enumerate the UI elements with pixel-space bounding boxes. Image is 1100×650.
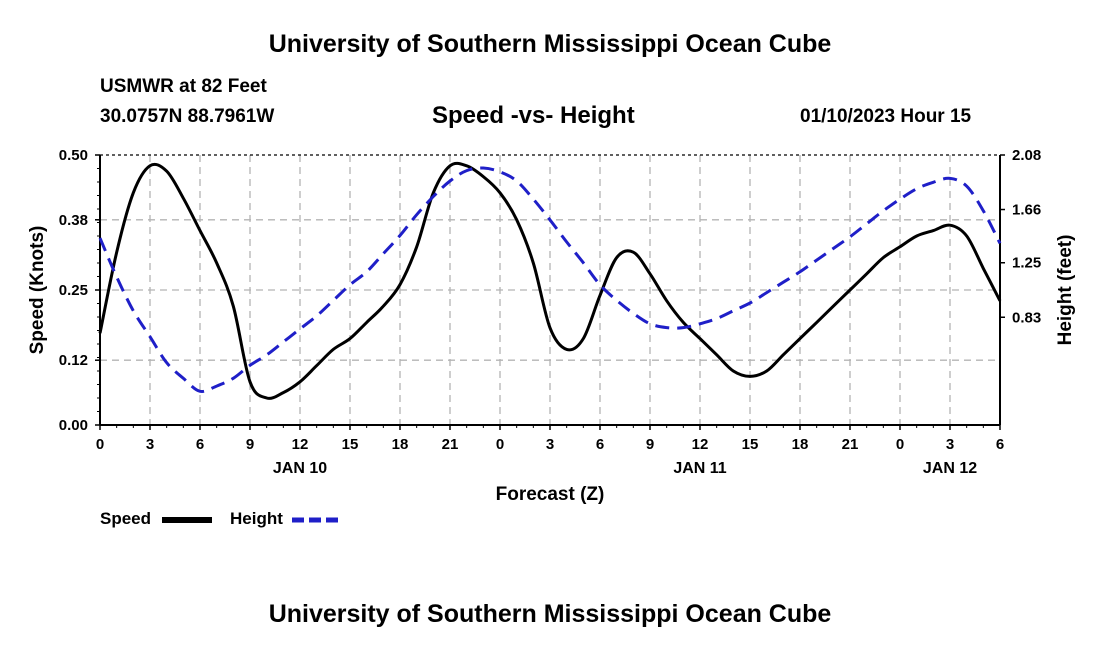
x-axis-title: Forecast (Z) bbox=[496, 484, 605, 505]
x-tick-label: 6 bbox=[596, 436, 604, 453]
station-label: USMWR at 82 Feet bbox=[100, 76, 267, 97]
x-tick-label: 3 bbox=[546, 436, 554, 453]
y2-axis-title: Height (feet) bbox=[1055, 235, 1076, 346]
x-tick-label: 3 bbox=[946, 436, 954, 453]
x-tick-label: 12 bbox=[292, 436, 309, 453]
height-series-line bbox=[98, 166, 1002, 394]
x-tick-label: 18 bbox=[792, 436, 809, 453]
y-tick-label: 0.00 bbox=[59, 417, 88, 434]
x-tick-label: 6 bbox=[996, 436, 1004, 453]
y2-tick-label: 0.83 bbox=[1012, 309, 1041, 326]
y-tick-label: 0.25 bbox=[59, 282, 88, 299]
y-axis-title: Speed (Knots) bbox=[27, 226, 48, 355]
x-day-label: JAN 11 bbox=[673, 460, 726, 477]
legend-speed-label: Speed bbox=[100, 509, 152, 528]
x-tick-label: 15 bbox=[742, 436, 759, 453]
x-day-label: JAN 10 bbox=[273, 460, 327, 477]
x-tick-label: 0 bbox=[896, 436, 904, 453]
forecast-datetime: 01/10/2023 Hour 15 bbox=[800, 106, 972, 127]
y-tick-label: 0.12 bbox=[59, 352, 88, 369]
y2-tick-label: 1.66 bbox=[1012, 202, 1041, 219]
x-tick-label: 3 bbox=[146, 436, 154, 453]
page-title: University of Southern Mississippi Ocean… bbox=[268, 30, 832, 58]
x-tick-label: 9 bbox=[646, 436, 654, 453]
chart-title: Speed -vs- Height bbox=[432, 102, 635, 129]
x-tick-label: 12 bbox=[692, 436, 709, 453]
x-tick-label: 21 bbox=[442, 436, 459, 453]
speed-series-line bbox=[98, 161, 1002, 400]
y-tick-label: 0.50 bbox=[59, 147, 88, 164]
x-tick-label: 6 bbox=[196, 436, 204, 453]
x-tick-label: 18 bbox=[392, 436, 409, 453]
x-tick-label: 21 bbox=[842, 436, 859, 453]
y2-tick-label: 1.25 bbox=[1012, 255, 1041, 272]
station-coords: 30.0757N 88.7961W bbox=[100, 106, 275, 127]
footer-title: University of Southern Mississippi Ocean… bbox=[268, 600, 832, 628]
x-tick-label: 0 bbox=[496, 436, 504, 453]
legend-height-label: Height bbox=[230, 509, 283, 528]
x-tick-label: 0 bbox=[96, 436, 104, 453]
x-tick-label: 15 bbox=[342, 436, 359, 453]
x-tick-label: 9 bbox=[246, 436, 254, 453]
x-day-label: JAN 12 bbox=[923, 460, 977, 477]
y-tick-label: 0.38 bbox=[59, 212, 88, 229]
y2-tick-label: 2.08 bbox=[1012, 147, 1041, 164]
